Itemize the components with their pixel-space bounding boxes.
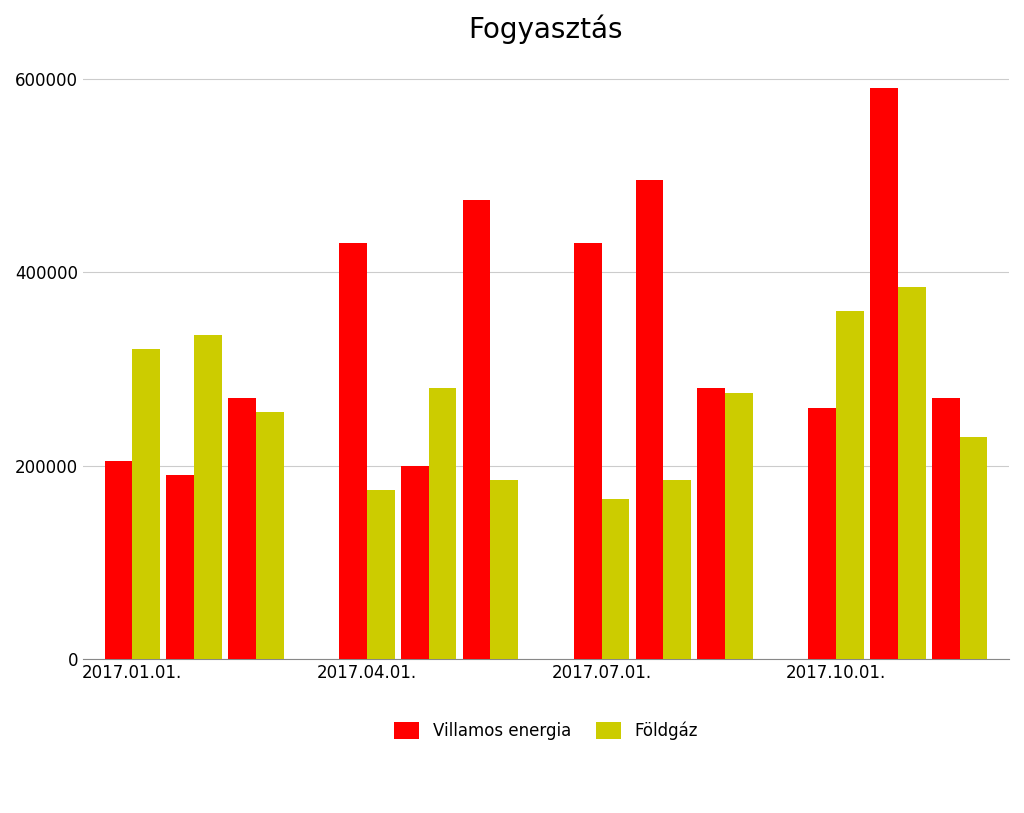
Bar: [573, 243, 601, 659]
Bar: [808, 407, 837, 659]
Legend: Villamos energia, Földgáz: Villamos energia, Földgáz: [388, 715, 705, 747]
Bar: [195, 335, 222, 659]
Title: Fogyasztás: Fogyasztás: [469, 15, 624, 45]
Bar: [870, 89, 898, 659]
Bar: [490, 480, 518, 659]
Bar: [104, 461, 132, 659]
Bar: [132, 350, 160, 659]
Bar: [636, 180, 664, 659]
Bar: [256, 412, 284, 659]
Bar: [166, 476, 195, 659]
Bar: [959, 437, 987, 659]
Bar: [339, 243, 367, 659]
Bar: [898, 287, 926, 659]
Bar: [664, 480, 691, 659]
Bar: [601, 499, 630, 659]
Bar: [367, 489, 394, 659]
Bar: [401, 466, 429, 659]
Bar: [429, 388, 457, 659]
Bar: [725, 393, 753, 659]
Bar: [837, 311, 864, 659]
Bar: [463, 199, 490, 659]
Bar: [697, 388, 725, 659]
Bar: [932, 398, 959, 659]
Bar: [228, 398, 256, 659]
